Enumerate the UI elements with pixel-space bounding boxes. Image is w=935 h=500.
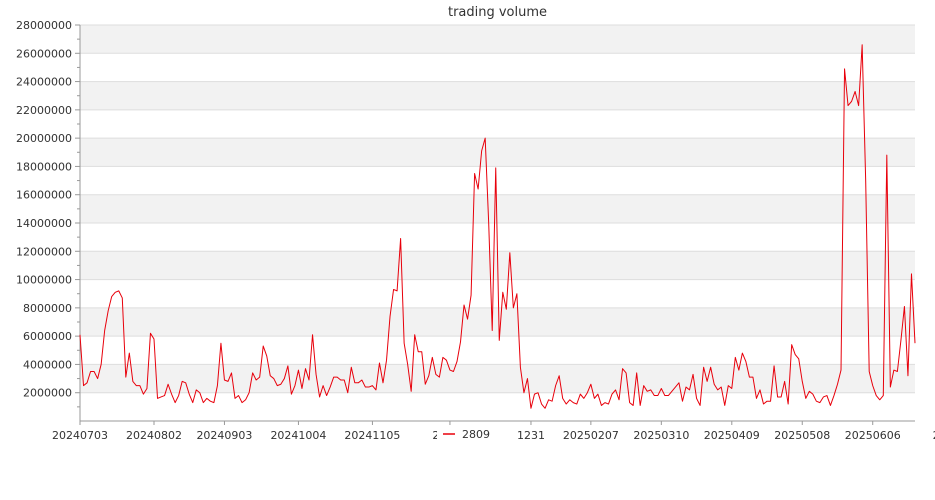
y-tick-label: 4000000 bbox=[23, 358, 72, 371]
y-tick-label: 12000000 bbox=[16, 245, 72, 258]
y-tick-label: 20000000 bbox=[16, 132, 72, 145]
x-tick-label: 20250409 bbox=[704, 429, 760, 442]
y-axis: 2000000 4000000 6000000 8000000 10000000 1200… bbox=[16, 19, 81, 421]
y-tick-label: 28000000 bbox=[16, 19, 72, 32]
x-tick-label: 20241004 bbox=[270, 429, 326, 442]
y-tick-label: 14000000 bbox=[16, 217, 72, 230]
x-tick-label: 20241105 bbox=[344, 429, 400, 442]
y-tick-label: 2000000 bbox=[23, 387, 72, 400]
chart-title: trading volume bbox=[448, 5, 547, 20]
legend-label: 2809 bbox=[462, 428, 490, 441]
y-tick-label: 6000000 bbox=[23, 330, 72, 343]
y-tick-label: 8000000 bbox=[23, 302, 72, 315]
y-tick-label: 26000000 bbox=[16, 47, 72, 60]
x-tick-label: 20240802 bbox=[126, 429, 182, 442]
x-tick-label: 20240903 bbox=[196, 429, 252, 442]
y-tick-label: 16000000 bbox=[16, 189, 72, 202]
grid-band bbox=[80, 307, 915, 337]
legend-background bbox=[437, 425, 493, 441]
grid-band bbox=[80, 25, 915, 54]
x-tick-label: 20240703 bbox=[52, 429, 108, 442]
y-tick-label: 18000000 bbox=[16, 160, 72, 173]
y-tick-label: 24000000 bbox=[16, 76, 72, 89]
x-axis: 20240703 20240802 20240903 20241004 20241105… bbox=[52, 420, 935, 442]
x-tick-label: 20250310 bbox=[633, 429, 689, 442]
x-tick-label: 20250606 bbox=[845, 429, 901, 442]
series-layer bbox=[79, 44, 916, 409]
x-tick-label: 240 bbox=[933, 429, 935, 442]
x-tick-label: 20250207 bbox=[563, 429, 619, 442]
y-tick-label: 10000000 bbox=[16, 274, 72, 287]
grid-band bbox=[80, 81, 915, 110]
legend: 2809 bbox=[437, 425, 493, 441]
series-line bbox=[79, 44, 916, 409]
y-tick-label: 22000000 bbox=[16, 104, 72, 117]
grid-band bbox=[80, 194, 915, 223]
x-tick-label: 1231 bbox=[517, 429, 545, 442]
x-tick-label: 20250508 bbox=[774, 429, 830, 442]
grid-band bbox=[80, 138, 915, 167]
grid-bands bbox=[80, 24, 915, 394]
